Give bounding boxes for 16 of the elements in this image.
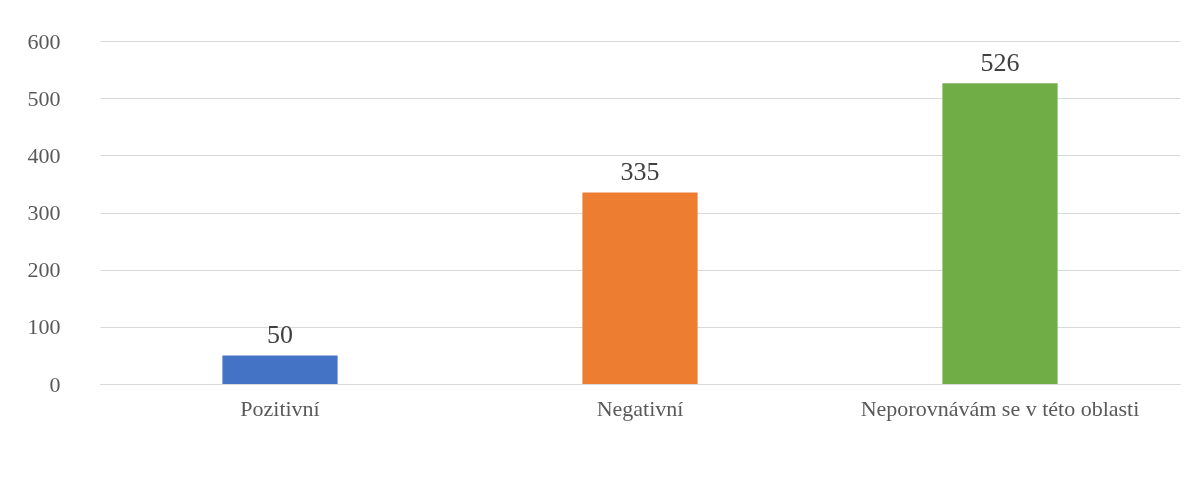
y-tick-label: 200 [27,257,61,283]
data-label: 526 [980,48,1020,78]
y-tick-label: 400 [27,142,61,168]
x-tick-label: Negativní [596,395,684,421]
bar [942,83,1058,384]
y-tick-label: 100 [27,314,61,340]
y-tick-label: 0 [49,371,61,397]
x-tick-label: Neporovnávám se v této oblasti [860,395,1140,421]
x-tick-label: Pozitivní [240,395,320,421]
y-tick-label: 300 [27,200,61,225]
data-label: 50 [267,320,293,350]
y-tick-label: 600 [27,28,61,54]
data-label: 335 [620,157,660,187]
bar [582,192,698,384]
y-tick-label: 500 [27,85,61,111]
bar [222,355,338,384]
